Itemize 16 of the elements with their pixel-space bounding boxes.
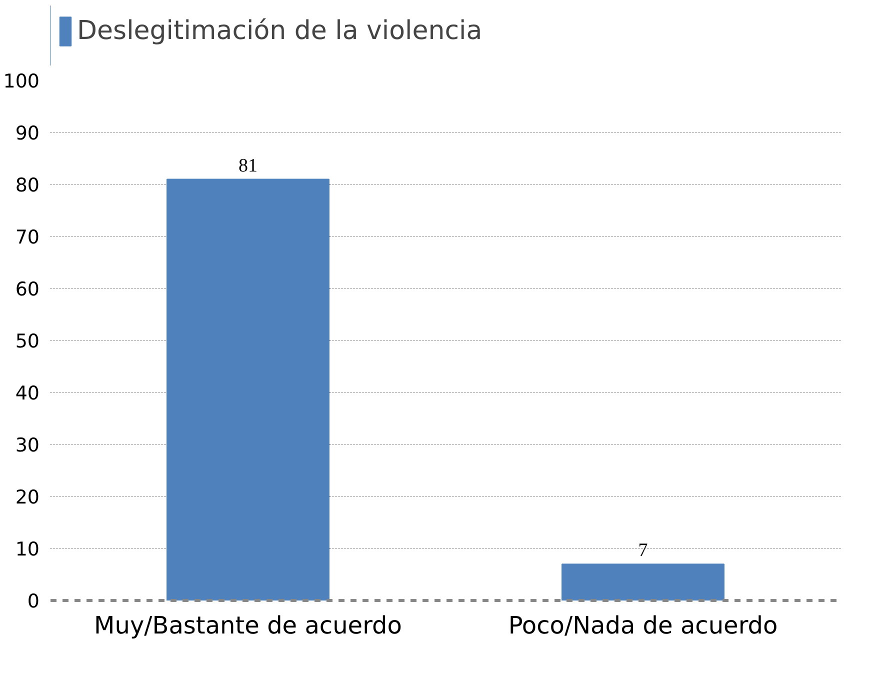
y-tick-label: 30 <box>15 434 40 456</box>
legend-label: Deslegitimación de la violencia <box>77 16 482 46</box>
y-tick-label: 20 <box>15 486 40 508</box>
y-tick-label: 40 <box>15 382 40 404</box>
y-tick-label: 100 <box>3 70 40 92</box>
y-tick-label: 0 <box>27 590 40 612</box>
y-tick-label: 90 <box>15 122 40 144</box>
data-label: 81 <box>238 155 258 176</box>
data-label: 7 <box>638 540 648 562</box>
y-tick-label: 70 <box>15 226 40 248</box>
y-tick-label: 60 <box>15 278 40 300</box>
y-tick-label: 50 <box>15 330 40 352</box>
x-tick-label: Muy/Bastante de acuerdo <box>94 612 402 640</box>
x-tick-label: Poco/Nada de acuerdo <box>508 612 778 640</box>
y-tick-label: 10 <box>15 538 40 560</box>
y-tick-label: 80 <box>15 174 40 196</box>
